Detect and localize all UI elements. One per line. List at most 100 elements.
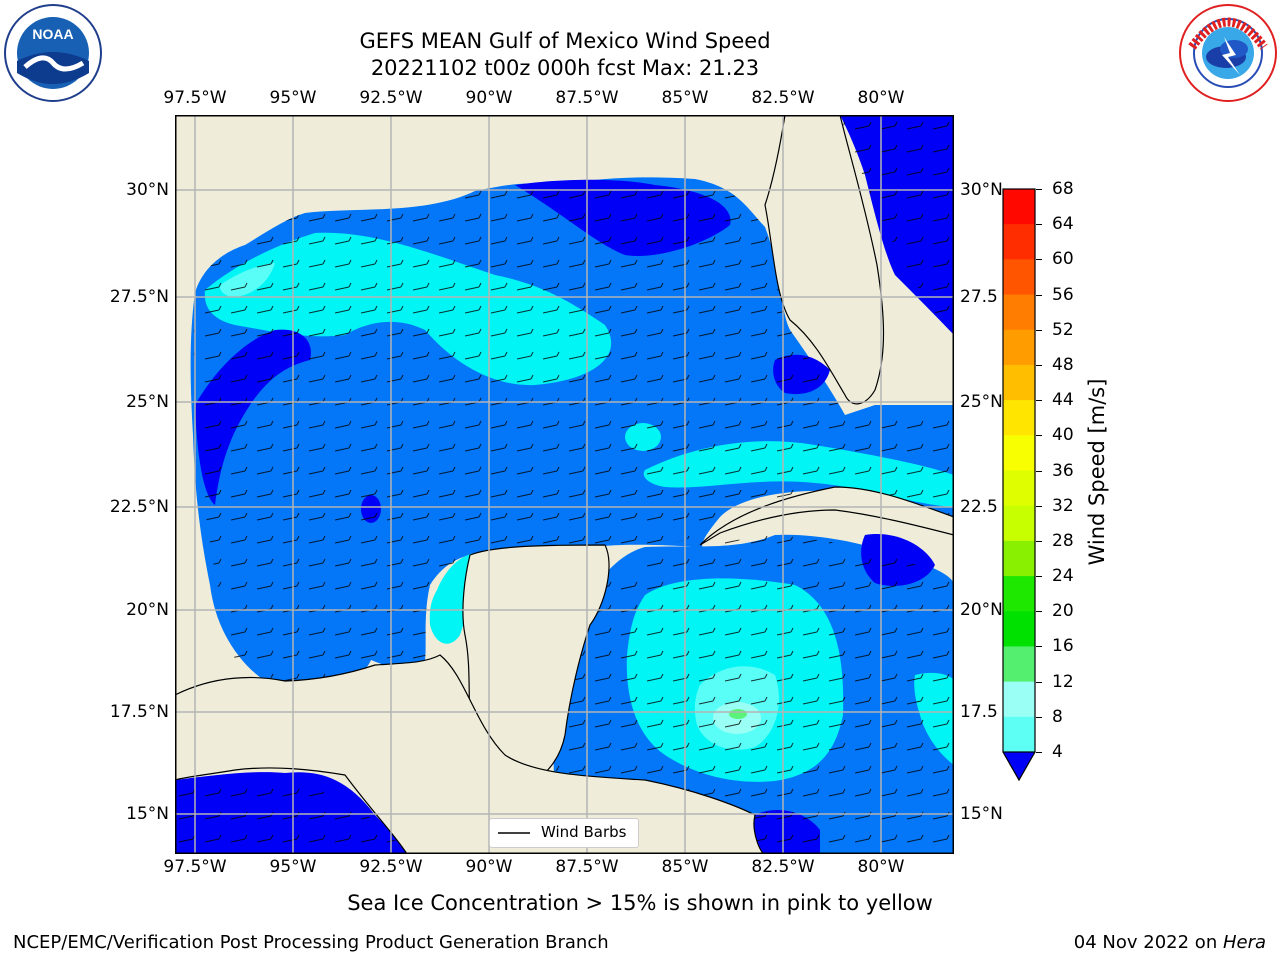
lon-tick-bot: 85°W <box>661 857 709 877</box>
lat-tick-right: 22.5 <box>960 497 998 517</box>
map-legend: Wind Barbs <box>489 818 639 848</box>
lon-tick-bot: 80°W <box>857 857 905 877</box>
lat-tick-left: 25°N <box>126 392 169 412</box>
colorbar-tick-label: 12 <box>1052 671 1074 692</box>
colorbar-tick-mark <box>1036 294 1042 296</box>
graticule <box>175 115 954 854</box>
lon-tick-bot: 92.5°W <box>359 857 423 877</box>
colorbar-segment <box>1003 224 1035 260</box>
lat-tick-left: 15°N <box>126 804 169 824</box>
lat-tick-left: 27.5°N <box>109 287 169 307</box>
colorbar-tick-mark <box>1036 611 1042 613</box>
lon-tick-top: 90°W <box>465 88 513 108</box>
lon-tick-bot: 82.5°W <box>751 857 815 877</box>
colorbar-tick-mark <box>1036 400 1042 402</box>
colorbar-segment <box>1003 611 1035 647</box>
lon-tick-top: 87.5°W <box>555 88 619 108</box>
colorbar-tick-mark <box>1036 329 1042 331</box>
colorbar-tick-mark <box>1036 435 1042 437</box>
wind-barbs-pacific <box>175 776 407 854</box>
colorbar-tick-mark <box>1036 576 1042 578</box>
noaa-logo-text: NOAA <box>32 26 73 42</box>
colorbar-segment <box>1003 470 1035 507</box>
lat-tick-right: 17.5 <box>960 702 998 722</box>
legend-label: Wind Barbs <box>541 823 627 841</box>
wind-barbs-atlantic <box>840 115 954 335</box>
colorbar-tick-label: 20 <box>1052 601 1074 622</box>
lon-tick-bot: 95°W <box>269 857 317 877</box>
colorbar-tick-mark <box>1036 646 1042 648</box>
colorbar-title: Wind Speed [m/s] <box>1085 379 1109 566</box>
lat-tick-right: 15°N <box>960 804 1003 824</box>
lon-tick-top: 95°W <box>269 88 317 108</box>
colorbar-tick-mark <box>1036 681 1042 683</box>
colorbar-tick-mark <box>1036 470 1042 472</box>
colorbar-tick-mark <box>1036 259 1042 261</box>
lon-tick-top: 82.5°W <box>751 88 815 108</box>
lon-tick-top: 97.5°W <box>163 88 227 108</box>
colorbar-tick-mark <box>1036 752 1042 753</box>
colorbar-tick-label: 56 <box>1052 284 1074 305</box>
lat-tick-left: 30°N <box>126 180 169 200</box>
colorbar-tick-label: 52 <box>1052 319 1074 340</box>
colorbar-segment <box>1003 189 1035 225</box>
lat-tick-right: 30°N <box>960 180 1003 200</box>
sea-ice-note: Sea Ice Concentration > 15% is shown in … <box>347 891 933 915</box>
colorbar-tick-mark <box>1036 716 1042 718</box>
footer-left: NCEP/EMC/Verification Post Processing Pr… <box>13 932 609 953</box>
colorbar-tick-label: 8 <box>1052 706 1063 727</box>
lon-tick-bot: 90°W <box>465 857 513 877</box>
footer-machine: Hera <box>1222 932 1266 953</box>
lat-tick-left: 20°N <box>126 600 169 620</box>
colorbar-tick-label: 16 <box>1052 636 1074 657</box>
colorbar-segment <box>1003 364 1035 401</box>
colorbar-tick-label: 60 <box>1052 249 1074 270</box>
lon-tick-top: 85°W <box>661 88 709 108</box>
colorbar-tick-mark <box>1036 505 1042 507</box>
colorbar-segment <box>1003 716 1035 753</box>
colorbar-tick-mark <box>1036 224 1042 226</box>
colorbar-tick-mark <box>1036 364 1042 366</box>
colorbar-segment <box>1003 329 1035 366</box>
colorbar-segment <box>1003 400 1035 436</box>
lat-tick-right: 25°N <box>960 392 1003 412</box>
colorbar-tick-mark <box>1036 189 1042 190</box>
colorbar-segment <box>1003 435 1035 471</box>
lon-tick-bot: 97.5°W <box>163 857 227 877</box>
colorbar-tick-label: 40 <box>1052 425 1074 446</box>
colorbar-tick-label: 32 <box>1052 495 1074 516</box>
colorbar-tick-label: 28 <box>1052 530 1074 551</box>
colorbar-tick-label: 48 <box>1052 354 1074 375</box>
colorbar-tick-label: 4 <box>1052 742 1063 762</box>
wind-band-8-12-campeche <box>429 553 477 644</box>
colorbar-tick-label: 68 <box>1052 179 1074 199</box>
colorbar-segment <box>1003 259 1035 296</box>
florida-land <box>764 115 885 405</box>
colorbar-title-text: Wind Speed [m/s] <box>1085 378 1109 566</box>
lat-tick-right: 20°N <box>960 600 1003 620</box>
lon-tick-bot: 87.5°W <box>555 857 619 877</box>
colorbar-tick-mark <box>1036 540 1042 542</box>
central-america-land <box>175 654 766 854</box>
colorbar-segment <box>1003 576 1035 612</box>
wind-barbs-gulf <box>193 177 954 682</box>
footer-date: 04 Nov 2022 on <box>1073 932 1223 953</box>
lat-tick-left: 17.5°N <box>109 702 169 722</box>
noaa-logo: NOAA <box>3 3 103 103</box>
lat-tick-right: 27.5 <box>960 287 998 307</box>
map-panel <box>175 115 954 854</box>
colorbar-tick-label: 44 <box>1052 390 1074 411</box>
nws-logo <box>1178 3 1278 103</box>
chart-title: GEFS MEAN Gulf of Mexico Wind Speed <box>359 29 771 53</box>
colorbar-segment <box>1003 505 1035 542</box>
colorbar-segment <box>1003 681 1035 718</box>
colorbar-tick-label: 36 <box>1052 460 1074 481</box>
colorbar-tick-label: 64 <box>1052 214 1074 235</box>
lon-tick-top: 80°W <box>857 88 905 108</box>
chart-subtitle: 20221102 t00z 000h fcst Max: 21.23 <box>370 56 760 80</box>
lat-tick-left: 22.5°N <box>109 497 169 517</box>
cuba-land <box>699 486 954 546</box>
wind-barbs-caribbean <box>555 535 954 854</box>
footer-right: 04 Nov 2022 on Hera <box>1074 932 1266 953</box>
colorbar-segment <box>1003 294 1035 331</box>
